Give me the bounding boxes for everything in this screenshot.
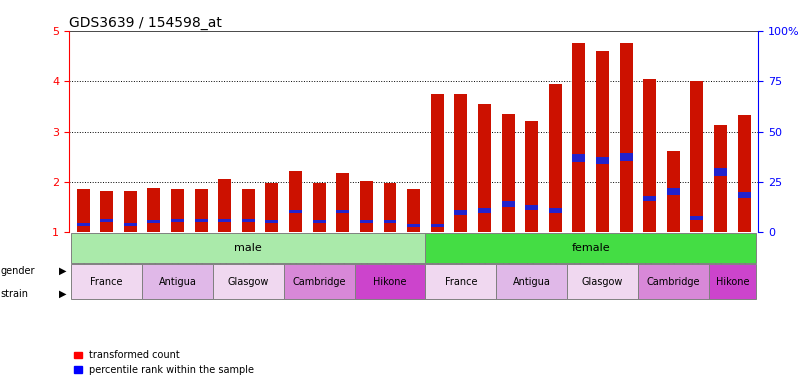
Bar — [643, 196, 656, 201]
Bar — [496, 265, 567, 299]
Bar — [71, 265, 142, 299]
Bar — [567, 265, 638, 299]
Bar — [620, 153, 633, 161]
Bar — [76, 189, 89, 232]
Bar — [667, 189, 680, 195]
Bar — [549, 84, 562, 232]
Bar — [289, 171, 302, 232]
Text: gender: gender — [1, 266, 36, 276]
Bar — [714, 168, 727, 176]
Text: ▶: ▶ — [59, 289, 67, 299]
Bar — [360, 181, 373, 232]
Bar — [573, 154, 586, 162]
Text: Glasgow: Glasgow — [581, 276, 623, 286]
Text: Glasgow: Glasgow — [228, 276, 269, 286]
Bar — [478, 208, 491, 213]
Bar — [101, 219, 114, 222]
Bar — [337, 173, 350, 232]
Text: Hikone: Hikone — [373, 276, 407, 286]
Bar — [573, 43, 586, 232]
Bar — [242, 219, 255, 222]
Bar — [643, 79, 656, 232]
Bar — [218, 179, 231, 232]
Bar — [407, 189, 420, 232]
Bar — [313, 220, 326, 223]
Text: Cambridge: Cambridge — [293, 276, 346, 286]
Bar — [289, 210, 302, 213]
Bar — [354, 265, 426, 299]
Bar — [360, 220, 373, 223]
Bar — [218, 219, 231, 222]
Bar — [526, 205, 539, 210]
Bar — [431, 224, 444, 227]
Bar — [171, 189, 184, 232]
Bar — [714, 126, 727, 232]
Text: Antigua: Antigua — [513, 276, 551, 286]
Bar — [431, 94, 444, 232]
Bar — [337, 210, 350, 213]
Text: France: France — [91, 276, 123, 286]
Legend: transformed count, percentile rank within the sample: transformed count, percentile rank withi… — [74, 351, 255, 375]
Bar — [71, 233, 426, 263]
Text: Cambridge: Cambridge — [646, 276, 700, 286]
Bar — [638, 265, 709, 299]
Text: female: female — [572, 243, 610, 253]
Text: France: France — [444, 276, 477, 286]
Bar — [454, 94, 467, 232]
Bar — [690, 216, 703, 220]
Bar — [426, 233, 756, 263]
Bar — [738, 115, 751, 232]
Bar — [526, 121, 539, 232]
Text: GDS3639 / 154598_at: GDS3639 / 154598_at — [69, 16, 222, 30]
Bar — [549, 208, 562, 213]
Bar — [313, 184, 326, 232]
Bar — [620, 43, 633, 232]
Bar — [384, 184, 397, 232]
Text: ▶: ▶ — [59, 266, 67, 276]
Bar — [148, 188, 161, 232]
Bar — [195, 189, 208, 232]
Bar — [454, 210, 467, 215]
Bar — [407, 224, 420, 227]
Bar — [213, 265, 284, 299]
Bar — [478, 104, 491, 232]
Bar — [265, 183, 278, 232]
Bar — [142, 265, 213, 299]
Bar — [101, 191, 114, 232]
Bar — [124, 191, 137, 232]
Bar — [738, 192, 751, 198]
Bar — [148, 220, 161, 223]
Bar — [384, 220, 397, 223]
Bar — [709, 265, 756, 299]
Bar — [501, 201, 514, 207]
Bar — [596, 51, 609, 232]
Bar — [124, 223, 137, 226]
Bar — [265, 220, 278, 223]
Bar — [284, 265, 354, 299]
Bar — [667, 151, 680, 232]
Bar — [690, 81, 703, 232]
Text: male: male — [234, 243, 262, 253]
Bar — [501, 114, 514, 232]
Bar — [596, 157, 609, 164]
Bar — [76, 223, 89, 226]
Bar — [426, 265, 496, 299]
Bar — [195, 219, 208, 222]
Text: Hikone: Hikone — [715, 276, 749, 286]
Text: Antigua: Antigua — [159, 276, 196, 286]
Text: strain: strain — [1, 289, 29, 299]
Bar — [171, 219, 184, 222]
Bar — [242, 189, 255, 232]
